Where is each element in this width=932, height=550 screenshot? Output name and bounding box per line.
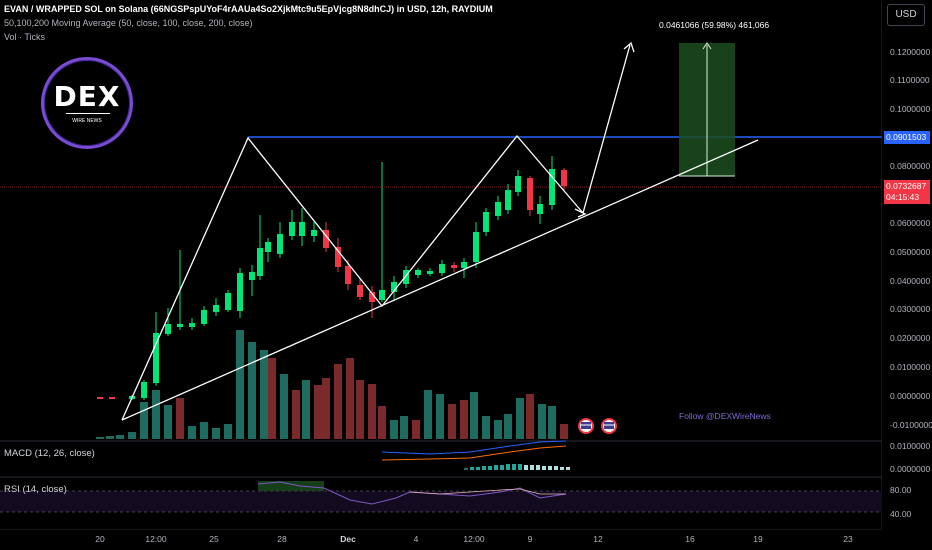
candle — [391, 276, 397, 300]
price-tick: 0.1200000 — [890, 47, 931, 57]
candle — [277, 222, 283, 258]
time-axis[interactable]: 20 12:00 25 28 Dec 4 12:00 9 12 16 19 23 — [0, 530, 882, 550]
time-tick: 9 — [527, 534, 533, 544]
price-tick: 0.0000000 — [890, 391, 931, 401]
dex-wire-news-logo: DEX WIRE NEWS — [41, 57, 133, 149]
time-tick: Dec — [340, 534, 356, 544]
volume-bars — [96, 330, 568, 439]
candle — [249, 265, 255, 296]
candle — [473, 222, 479, 268]
candle — [153, 312, 159, 386]
candle — [289, 210, 295, 240]
resistance-price-tag: 0.0901503 — [884, 131, 930, 144]
candle — [379, 162, 385, 302]
ma-legend[interactable]: 50,100,200 Moving Average (50, close, 10… — [4, 18, 253, 28]
candle — [299, 208, 305, 246]
support-trendline — [121, 139, 759, 421]
candle — [515, 170, 521, 196]
candle — [415, 268, 421, 278]
time-tick: 28 — [277, 534, 287, 544]
price-tick: 0.0600000 — [890, 218, 931, 228]
candle — [109, 397, 115, 399]
candle — [461, 258, 467, 278]
price-tick: 0.1000000 — [890, 104, 931, 114]
time-tick: 23 — [843, 534, 853, 544]
candle — [257, 215, 263, 280]
logo-text: DEX — [53, 80, 121, 113]
candle — [451, 262, 457, 272]
rsi-tick: 80.00 — [890, 485, 912, 495]
candle — [345, 260, 351, 290]
rsi-pane — [0, 481, 882, 513]
time-tick: 12:00 — [463, 534, 485, 544]
time-tick: 12:00 — [145, 534, 167, 544]
breakout-arrow-head — [623, 41, 635, 53]
candle — [549, 156, 555, 210]
price-tick: 0.1100000 — [890, 75, 930, 85]
candle — [403, 266, 409, 288]
candle — [335, 238, 341, 272]
candle — [483, 208, 489, 236]
candle — [357, 278, 363, 300]
candle — [97, 397, 103, 399]
wave-path — [121, 134, 584, 421]
time-tick: 20 — [95, 534, 105, 544]
candle — [189, 318, 195, 330]
candle — [427, 268, 433, 276]
price-axis[interactable]: 0.1200000 0.1100000 0.1000000 0.0800000 … — [882, 0, 932, 530]
candle — [369, 286, 375, 318]
candlesticks — [97, 156, 567, 400]
rsi-tick: 40.00 — [890, 509, 912, 519]
measure-label: 0.0461066 (59.98%) 461,066 — [659, 20, 770, 30]
candle — [495, 196, 501, 220]
price-tick: 0.0100000 — [890, 362, 931, 372]
pullback-arrow-head — [574, 208, 587, 218]
time-tick: 12 — [593, 534, 603, 544]
chart-canvas[interactable] — [0, 0, 882, 530]
bar-countdown: 04:15:43 — [886, 192, 920, 202]
current-price-tag: 0.0732687 04:15:43 — [884, 180, 930, 204]
pattern-drawing[interactable] — [121, 41, 759, 421]
candle — [527, 176, 533, 216]
current-price-value: 0.0732687 — [886, 181, 927, 191]
candle — [237, 268, 243, 318]
rsi-label[interactable]: RSI (14, close) — [4, 484, 67, 495]
candle — [213, 298, 219, 316]
follow-text: Follow @DEXWireNews — [679, 411, 771, 421]
logo-subtext: WIRE NEWS — [72, 118, 102, 124]
candle — [505, 184, 511, 214]
time-tick: 25 — [209, 534, 219, 544]
candle — [201, 306, 207, 326]
time-tick: 16 — [685, 534, 695, 544]
price-tick: -0.0100000 — [890, 420, 932, 430]
symbol-title[interactable]: EVAN / WRAPPED SOL on Solana (66NGSPspUY… — [4, 4, 493, 14]
candle — [311, 222, 317, 242]
candle — [439, 260, 445, 276]
price-tick: 0.0800000 — [890, 161, 931, 171]
price-tick: 0.0400000 — [890, 276, 931, 286]
price-tick: 0.0500000 — [890, 247, 931, 257]
price-tick: 0.0300000 — [890, 304, 931, 314]
macd-label[interactable]: MACD (12, 26, close) — [4, 448, 95, 459]
breakout-arrow — [582, 44, 631, 214]
candle — [265, 238, 271, 262]
candle — [225, 290, 231, 312]
candle — [165, 308, 171, 336]
time-tick: 4 — [413, 534, 419, 544]
volume-legend[interactable]: Vol · Ticks — [4, 32, 46, 42]
price-tick: 0.0200000 — [890, 333, 931, 343]
macd-tick: 0.0100000 — [890, 441, 931, 451]
candle — [561, 168, 567, 190]
currency-button[interactable]: USD — [887, 4, 925, 26]
time-tick: 19 — [753, 534, 763, 544]
macd-pane — [381, 440, 570, 470]
candle — [141, 380, 147, 400]
macd-tick: 0.0000000 — [890, 464, 931, 474]
event-flags[interactable] — [578, 418, 617, 434]
candle — [323, 222, 329, 252]
chart-legend: EVAN / WRAPPED SOL on Solana (66NGSPspUY… — [4, 2, 493, 44]
candle — [537, 196, 543, 224]
